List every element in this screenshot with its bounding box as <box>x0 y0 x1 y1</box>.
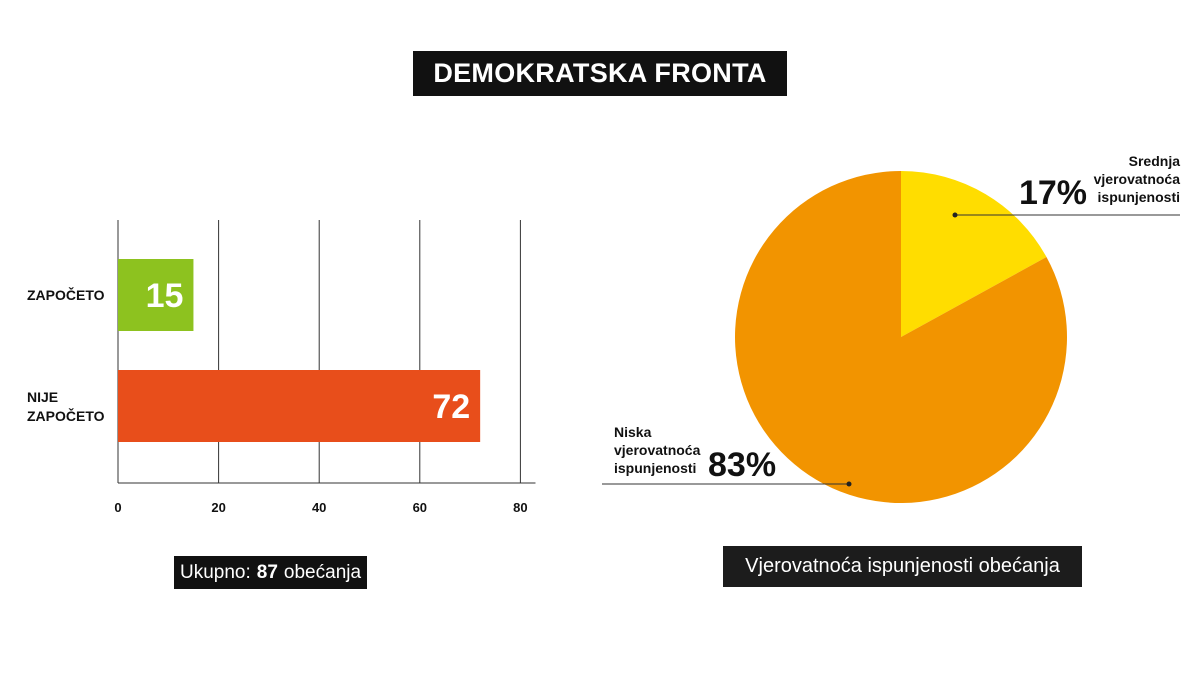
caption-suffix: obećanja <box>283 561 362 583</box>
bar <box>118 370 481 442</box>
pie-slice <box>734 171 1067 504</box>
x-tick-label: 60 <box>413 500 427 515</box>
pie-caption: Vjerovatnoća ispunjenosti obećanja <box>723 546 1082 587</box>
bar-caption: Ukupno: 87 obećanja <box>174 556 368 589</box>
category-label: ZAPOČETO <box>27 286 105 303</box>
bar-y-axis: ZAPOČETO NIJE ZAPOČETO <box>27 286 105 424</box>
x-tick-label: 20 <box>211 500 225 515</box>
bar-x-axis: 0 20 40 60 80 <box>114 500 527 515</box>
caption-prefix: Ukupno: <box>180 561 251 583</box>
slice-percent: 83% <box>708 446 776 484</box>
x-tick-label: 80 <box>513 500 527 515</box>
slice-percent: 17% <box>1019 174 1087 212</box>
pie-slices <box>734 171 1067 504</box>
slice-label: Niska vjerovatnoća ispunjenosti <box>614 424 701 476</box>
x-tick-label: 40 <box>312 500 326 515</box>
bar <box>118 259 194 331</box>
leader-dot <box>846 481 852 487</box>
caption-total: 87 <box>256 561 278 583</box>
x-tick-label: 0 <box>114 500 121 515</box>
slice-label: Srednja vjerovatnoća ispunjenosti <box>1094 153 1181 205</box>
bar-value-label: 72 <box>432 388 470 426</box>
category-label: NIJE ZAPOČETO <box>27 389 105 424</box>
leader-dot <box>952 212 958 218</box>
chart-title: DEMOKRATSKA FRONTA <box>413 51 787 96</box>
pie-slice <box>901 171 1047 337</box>
bar-value-label: 15 <box>146 277 184 315</box>
